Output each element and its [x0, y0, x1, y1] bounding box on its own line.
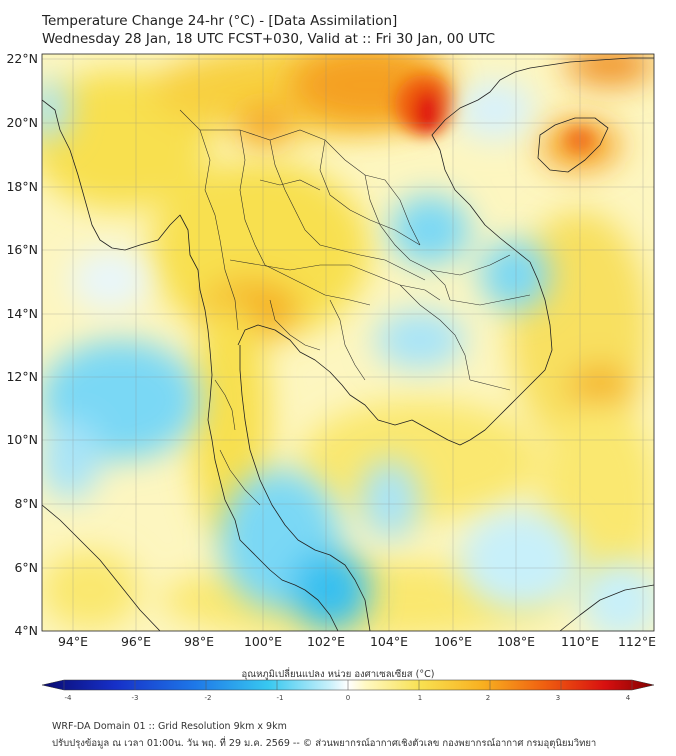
- map-title: Temperature Change 24-hr (°C) - [Data As…: [42, 13, 398, 29]
- lat-label: 18°N: [6, 179, 38, 194]
- coastlines-and-borders: [42, 57, 654, 631]
- footer-model-info: WRF-DA Domain 01 :: Grid Resolution 9km …: [52, 721, 287, 732]
- lat-label: 4°N: [14, 623, 38, 638]
- footer-credit: ปรับปรุงข้อมูล ณ เวลา 01:00น. วัน พฤ. ที…: [52, 738, 597, 749]
- gridlines: [42, 54, 654, 631]
- colorbar-tick-label: -3: [132, 694, 139, 702]
- colorbar-tick-label: -1: [277, 694, 284, 702]
- lon-label: 112°E: [618, 634, 656, 649]
- temperature-field: [42, 54, 654, 631]
- lat-label: 10°N: [6, 432, 38, 447]
- lon-label: 94°E: [58, 634, 88, 649]
- lon-label: 108°E: [497, 634, 535, 649]
- lon-label: 110°E: [561, 634, 599, 649]
- longitude-labels: 94°E 96°E 98°E 100°E 102°E 104°E 106°E 1…: [58, 634, 656, 649]
- coastline-peninsula-east: [239, 345, 371, 631]
- colorbar: -4 -3 -2 -1 0 1 2 3 4: [41, 679, 655, 702]
- lon-label: 102°E: [307, 634, 345, 649]
- colorbar-ticks: [63, 680, 633, 690]
- lon-label: 104°E: [370, 634, 408, 649]
- lat-label: 12°N: [6, 369, 38, 384]
- map-frame: [41, 53, 655, 632]
- lon-label: 106°E: [434, 634, 472, 649]
- lat-label: 14°N: [6, 306, 38, 321]
- colorbar-tick-label: 2: [486, 694, 490, 702]
- lat-label: 6°N: [14, 560, 38, 575]
- borneo-coast: [559, 584, 654, 631]
- province-borders: [179, 109, 531, 506]
- lat-label: 22°N: [6, 51, 38, 66]
- lat-label: 20°N: [6, 115, 38, 130]
- colorbar-tick-label: 0: [346, 694, 350, 702]
- coastline-gulf: [237, 57, 654, 446]
- lat-label: 8°N: [14, 496, 38, 511]
- sumatra-coast: [42, 504, 161, 631]
- hainan-coast: [537, 117, 609, 173]
- latitude-labels: 22°N 20°N 18°N 16°N 14°N 12°N 10°N 8°N 6…: [6, 51, 38, 638]
- colorbar-tick-label: 3: [556, 694, 560, 702]
- lat-label: 16°N: [6, 242, 38, 257]
- lon-label: 96°E: [121, 634, 151, 649]
- colorbar-tick-label: 1: [418, 694, 422, 702]
- colorbar-tick-label: 4: [626, 694, 631, 702]
- colorbar-tick-label: -2: [205, 694, 212, 702]
- lon-label: 100°E: [244, 634, 282, 649]
- colorbar-tick-label: -4: [65, 694, 73, 702]
- map-subtitle: Wednesday 28 Jan, 18 UTC FCST+030, Valid…: [42, 31, 496, 47]
- coastline-west: [42, 99, 339, 631]
- colorbar-title: อุณหภูมิเปลี่ยนแปลง หน่วย องศาเซลเซียส (…: [241, 669, 435, 680]
- lon-label: 98°E: [184, 634, 214, 649]
